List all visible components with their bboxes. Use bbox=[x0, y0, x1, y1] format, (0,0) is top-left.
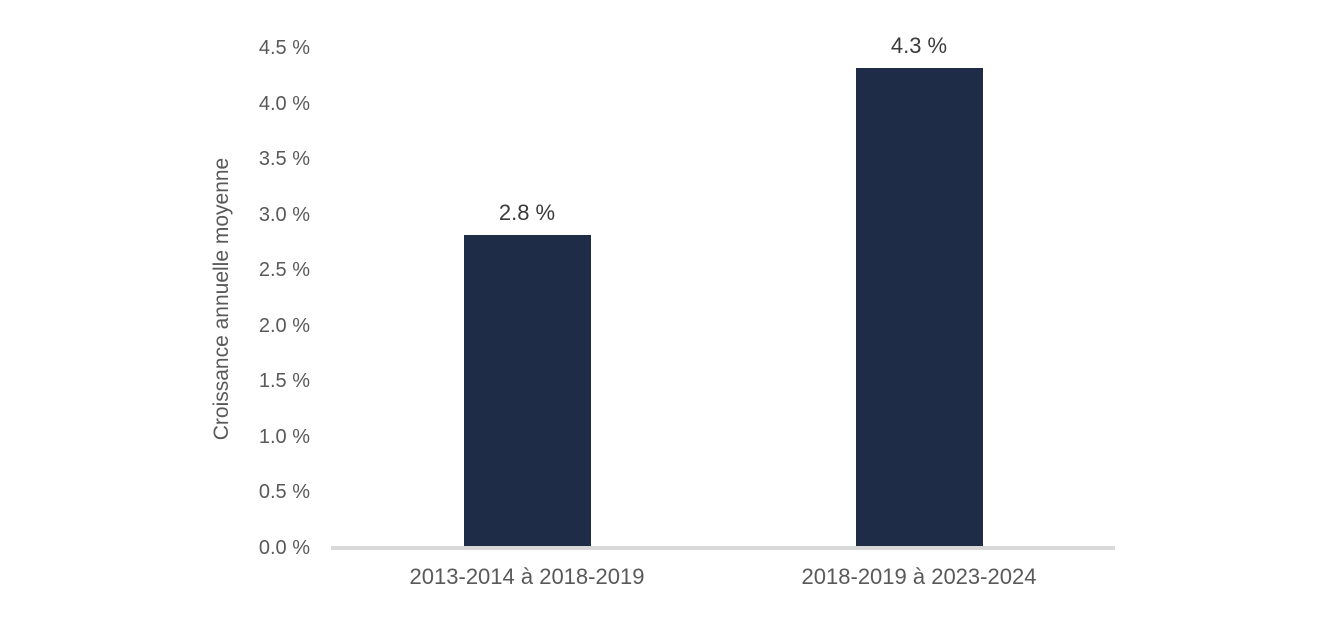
y-axis-tick-labels: 0.0 % 0.5 % 1.0 % 1.5 % 2.0 % 2.5 % 3.0 % 3.5 %… bbox=[150, 37, 310, 559]
y-tick-label: 0.5 % bbox=[258, 481, 310, 504]
bar bbox=[463, 235, 591, 546]
x-category-label: 2018-2019 à 2023-2024 bbox=[801, 564, 1037, 589]
x-category-label: 2013-2014 à 2018-2019 bbox=[409, 564, 645, 589]
y-tick-label: 3.5 % bbox=[258, 148, 310, 171]
y-tick-label: 4.5 % bbox=[258, 37, 310, 59]
bar-value-label: 4.3 % bbox=[890, 33, 948, 58]
y-tick-label: 3.0 % bbox=[258, 203, 310, 226]
x-axis-line bbox=[331, 546, 1115, 550]
bar-value-label: 2.8 % bbox=[498, 200, 556, 225]
y-tick-label: 2.5 % bbox=[258, 259, 310, 282]
y-tick-label: 1.0 % bbox=[258, 425, 310, 448]
plot-area: 2.8 % 4.3 % bbox=[331, 33, 1115, 550]
y-tick-label: 2.0 % bbox=[258, 314, 310, 337]
bar bbox=[855, 68, 983, 546]
y-tick-label: 4.0 % bbox=[258, 92, 310, 115]
x-axis-labels: 2013-2014 à 2018-2019 2018-2019 à 2023-20… bbox=[331, 564, 1115, 594]
y-tick-label: 1.5 % bbox=[258, 370, 310, 393]
y-tick-label: 0.0 % bbox=[258, 537, 310, 559]
